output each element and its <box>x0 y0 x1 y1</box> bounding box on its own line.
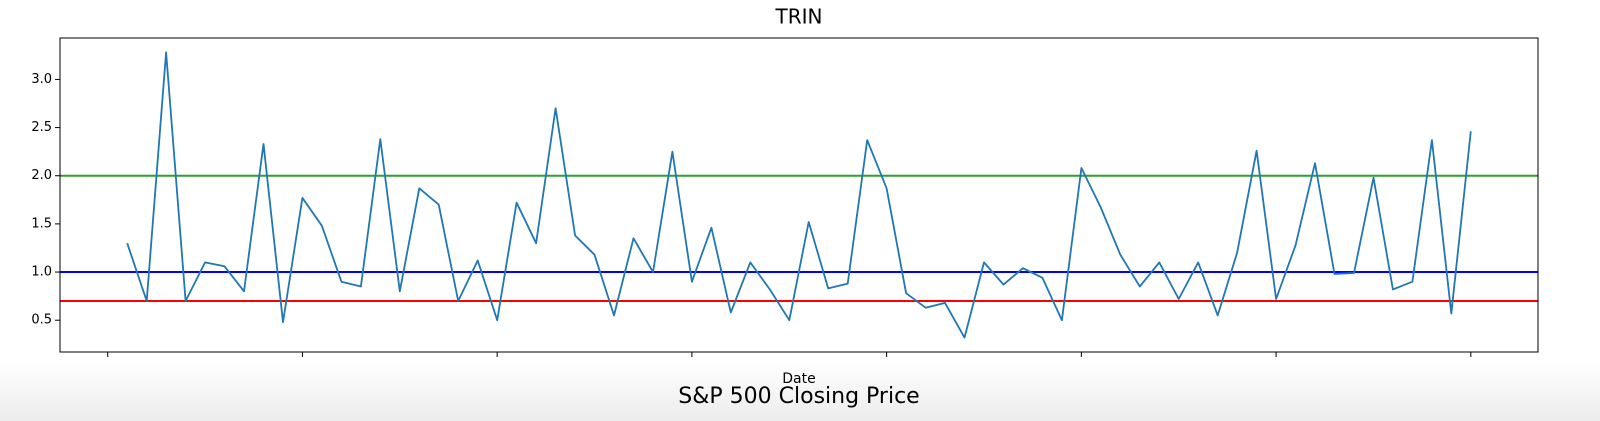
plot-frame <box>59 37 1539 353</box>
x-axis-label: Date <box>782 371 815 387</box>
y-tick-label: 1.5 <box>31 216 52 231</box>
y-tick-label: 1.0 <box>31 265 52 280</box>
y-tick-label: 2.5 <box>31 120 52 135</box>
y-tick-label: 2.0 <box>31 168 52 183</box>
y-tick-label: 3.0 <box>31 72 52 87</box>
next-chart-title: S&P 500 Closing Price <box>678 384 919 409</box>
chart-title: TRIN <box>775 5 823 29</box>
data-line <box>126 51 1472 339</box>
notebook-band <box>0 360 1600 421</box>
y-tick-label: 0.5 <box>31 313 52 328</box>
